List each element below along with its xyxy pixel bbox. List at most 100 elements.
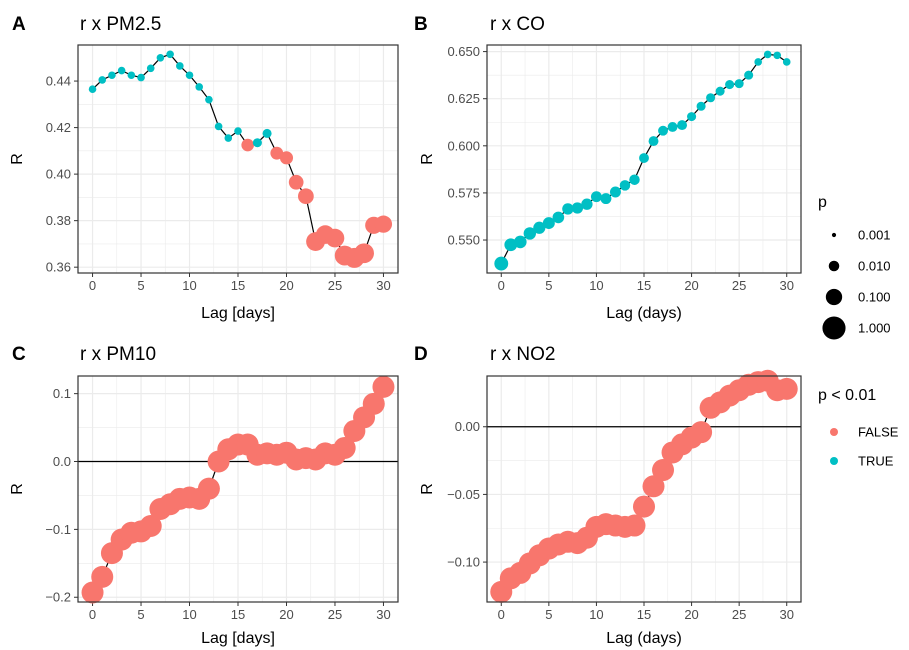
y-tick-label: −0.1 [45, 522, 71, 537]
color-legend-title: p < 0.01 [818, 387, 876, 404]
x-tick-label: 5 [137, 607, 144, 622]
data-point [639, 153, 649, 164]
data-point [333, 436, 356, 459]
y-tick-label: 0.625 [447, 91, 480, 106]
data-point [715, 86, 725, 96]
data-point [619, 180, 631, 191]
data-point [696, 101, 706, 111]
x-tick-label: 20 [279, 278, 293, 293]
color-legend-entries: FALSE TRUE [830, 425, 899, 469]
panels: 0 5 10 15 20 25 30 0.36 0.38 0.40 0.42 0.44 A r x PM2… [9, 14, 802, 647]
x-tick-label: 25 [732, 607, 746, 622]
panel-letter: C [12, 344, 26, 365]
x-tick-label: 0 [498, 607, 505, 622]
x-tick-label: 15 [637, 278, 651, 293]
size-legend-title: p [818, 194, 827, 211]
color-legend-key [830, 428, 838, 436]
data-point [754, 58, 762, 66]
data-point [552, 211, 565, 224]
data-point [139, 514, 162, 537]
data-point [224, 134, 233, 142]
data-point [270, 146, 284, 160]
data-point [687, 112, 697, 122]
x-tick-label: 5 [137, 278, 144, 293]
data-point [562, 203, 574, 215]
y-tick-label: 0.00 [455, 419, 480, 434]
data-point [542, 217, 555, 230]
data-point [571, 202, 584, 214]
y-tick-label: 0.575 [447, 185, 480, 200]
data-point [98, 76, 107, 84]
data-point [298, 188, 314, 205]
panel-title: r x PM2.5 [80, 14, 161, 35]
color-legend-label: TRUE [858, 454, 894, 469]
panel-letter: B [414, 14, 428, 35]
color-legend-label: FALSE [858, 425, 899, 440]
data-point [623, 514, 646, 537]
y-tick-label: 0.36 [46, 260, 71, 275]
data-point [146, 64, 155, 73]
panel-title: r x CO [490, 14, 545, 35]
size-legend-key [825, 288, 843, 306]
y-tick-label: −0.10 [447, 555, 480, 570]
size-legend-label: 0.100 [858, 290, 891, 305]
y-tick-label: 0.44 [46, 74, 71, 89]
x-tick-label: 15 [637, 607, 651, 622]
x-tick-label: 0 [498, 278, 505, 293]
data-point [690, 421, 713, 444]
color-legend-key [830, 457, 838, 465]
data-point [288, 174, 304, 190]
x-tick-label: 30 [376, 607, 390, 622]
x-tick-label: 5 [545, 607, 552, 622]
x-tick-label: 0 [89, 607, 96, 622]
panel-title: r x PM10 [80, 344, 156, 365]
y-tick-label: 0.40 [46, 167, 71, 182]
data-point [197, 477, 220, 500]
data-point [514, 235, 527, 249]
panel-b: 0 5 10 15 20 25 30 0.550 0.575 0.600 0.625 0.650 B r … [414, 14, 802, 322]
data-point [279, 151, 294, 165]
data-point [609, 186, 621, 198]
data-point [658, 125, 668, 136]
data-point [166, 50, 174, 59]
data-point [91, 565, 114, 588]
x-tick-label: 15 [231, 607, 245, 622]
panel-border [77, 44, 399, 274]
data-point [262, 128, 272, 138]
data-point [185, 71, 194, 80]
x-tick-label: 25 [328, 278, 342, 293]
data-point [494, 256, 509, 271]
panel-c: 0 5 10 15 20 25 30 −0.2 −0.1 0.0 0.1 C r x PM10 Lag [… [9, 344, 399, 647]
data-point [252, 138, 262, 148]
legend: p 0.001 0.010 0.100 1.000 p < 0.01 FALSE TRU… [818, 194, 899, 469]
y-axis-title: R [9, 153, 26, 165]
x-tick-label: 25 [732, 278, 746, 293]
data-point [633, 495, 655, 518]
size-legend-entries: 0.001 0.010 0.100 1.000 [822, 228, 891, 340]
data-point [667, 122, 678, 132]
data-point [88, 85, 97, 94]
data-point [706, 93, 716, 103]
data-point [677, 120, 688, 131]
x-tick-label: 30 [779, 278, 793, 293]
y-axis-title: R [419, 483, 436, 495]
x-tick-label: 20 [684, 607, 698, 622]
data-point [773, 51, 782, 60]
data-point [156, 53, 165, 62]
panel-title: r x NO2 [490, 344, 555, 365]
data-point [581, 198, 593, 210]
data-point [782, 58, 791, 66]
x-axis-title: Lag [days] [201, 630, 275, 647]
panel-border [486, 375, 802, 603]
data-point [117, 66, 126, 75]
data-point [763, 50, 772, 59]
data-point [775, 377, 798, 400]
data-point [205, 95, 213, 104]
y-tick-label: −0.2 [45, 590, 71, 605]
y-tick-label: −0.05 [447, 487, 480, 502]
x-tick-label: 30 [779, 607, 793, 622]
data-point [533, 221, 546, 234]
x-tick-label: 30 [376, 278, 390, 293]
x-tick-label: 10 [182, 607, 196, 622]
data-point [127, 71, 136, 80]
